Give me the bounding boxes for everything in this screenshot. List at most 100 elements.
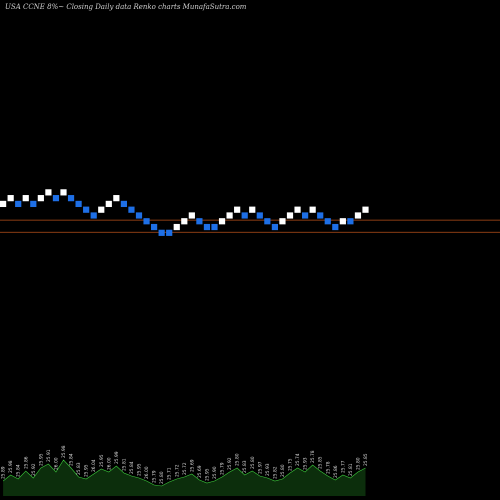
renko-brick-down: [15, 200, 22, 208]
renko-brick-down: [264, 218, 271, 225]
renko-bricks: [0, 189, 369, 236]
renko-brick-down: [203, 223, 211, 231]
renko-brick-up: [0, 200, 7, 208]
renko-brick-up: [188, 212, 195, 219]
value-label: 25.84: [16, 464, 22, 477]
value-label: 25.84: [69, 453, 75, 466]
renko-brick-down: [143, 218, 150, 225]
value-label: 25.86: [333, 465, 339, 478]
renko-brick-up: [354, 212, 362, 219]
renko-brick-down: [135, 212, 143, 219]
renko-brick-down: [30, 200, 37, 208]
value-label: 25.95: [99, 454, 105, 467]
renko-brick-down: [83, 206, 90, 213]
renko-brick-down: [196, 218, 203, 225]
value-label: 25.71: [167, 467, 173, 480]
value-label: 25.92: [227, 457, 233, 470]
renko-brick-down: [211, 223, 218, 231]
value-label: 25.97: [257, 461, 263, 474]
renko-brick-up: [309, 206, 316, 213]
value-label: 25.93: [265, 463, 271, 476]
renko-brick-up: [37, 195, 44, 202]
value-label: 25.95: [204, 468, 210, 481]
volume-area: [3, 460, 366, 496]
value-label: 25.95: [84, 464, 90, 477]
volume-panel: [2, 459, 366, 496]
value-label: 25.78: [310, 450, 316, 463]
renko-brick-up: [45, 189, 52, 196]
value-label: 25.80: [280, 464, 286, 477]
value-label: 25.98: [8, 460, 14, 473]
value-label: 25.75: [288, 458, 294, 471]
value-label: 25.81: [348, 463, 354, 476]
renko-brick-down: [271, 223, 278, 231]
renko-brick-down: [166, 229, 173, 236]
renko-brick-up: [60, 189, 67, 196]
renko-brick-up: [249, 206, 256, 213]
renko-brick-down: [128, 206, 135, 213]
value-label: 25.69: [197, 465, 203, 478]
renko-brick-up: [7, 195, 14, 202]
renko-brick-down: [324, 218, 331, 225]
renko-brick-down: [67, 195, 75, 202]
value-label: 25.80: [159, 471, 165, 484]
renko-brick-down: [151, 223, 158, 231]
renko-brick-up: [279, 218, 286, 225]
value-label: 26.00: [53, 457, 59, 470]
value-label: 25.74: [295, 453, 301, 466]
renko-brick-up: [181, 218, 188, 225]
volume-edge-line: [2, 459, 366, 487]
value-label: 25.72: [174, 464, 180, 477]
renko-brick-up: [218, 218, 226, 225]
renko-brick-up: [286, 212, 294, 219]
renko-brick-up: [226, 212, 233, 219]
renko-brick-up: [98, 206, 105, 213]
renko-brick-up: [173, 223, 180, 231]
value-label: 26.00: [106, 457, 112, 470]
value-label: 25.84: [129, 461, 135, 474]
renko-brick-down: [75, 200, 82, 208]
reference-lines: [0, 219, 500, 233]
value-label: 25.80: [250, 456, 256, 469]
renko-brick-up: [113, 195, 120, 202]
renko-brick-up: [362, 206, 369, 213]
value-label: 25.91: [46, 449, 52, 462]
renko-brick-down: [347, 218, 354, 225]
renko-brick-down: [332, 223, 339, 231]
renko-brick-up: [294, 206, 301, 213]
value-label: 25.89: [1, 466, 7, 479]
renko-brick-up: [339, 218, 346, 225]
value-label: 25.95: [38, 453, 44, 466]
value-label: 25.95: [137, 463, 143, 476]
value-label: 25.82: [272, 466, 278, 479]
value-label: 25.92: [31, 463, 37, 476]
renko-brick-down: [158, 229, 165, 236]
renko-brick-down: [302, 212, 309, 219]
renko-brick-down: [52, 195, 60, 202]
value-label: 25.81: [121, 458, 127, 471]
value-label: 25.83: [76, 462, 82, 475]
value-label: 25.79: [220, 462, 226, 475]
value-label: 26.00: [144, 466, 150, 479]
renko-brick-down: [241, 212, 248, 219]
chart-title: USA CCNE 8%~ Closing Daily data Renko ch…: [5, 3, 247, 11]
renko-brick-down: [317, 212, 324, 219]
renko-brick-up: [22, 195, 29, 202]
renko-brick-down: [90, 212, 97, 219]
value-label: 25.77: [340, 460, 346, 473]
value-label: 26.04: [91, 459, 97, 472]
value-label: 25.80: [355, 457, 361, 470]
renko-brick-up: [234, 206, 241, 213]
value-label: 25.90: [212, 466, 218, 479]
value-label: 25.72: [182, 462, 188, 475]
value-label: 25.78: [325, 461, 331, 474]
renko-brick-down: [120, 200, 127, 208]
value-label: 25.69: [189, 459, 195, 472]
value-label: 25.85: [363, 453, 369, 466]
value-label: 25.93: [303, 457, 309, 470]
value-label: 25.79: [152, 470, 158, 483]
value-label: 25.98: [61, 445, 67, 458]
